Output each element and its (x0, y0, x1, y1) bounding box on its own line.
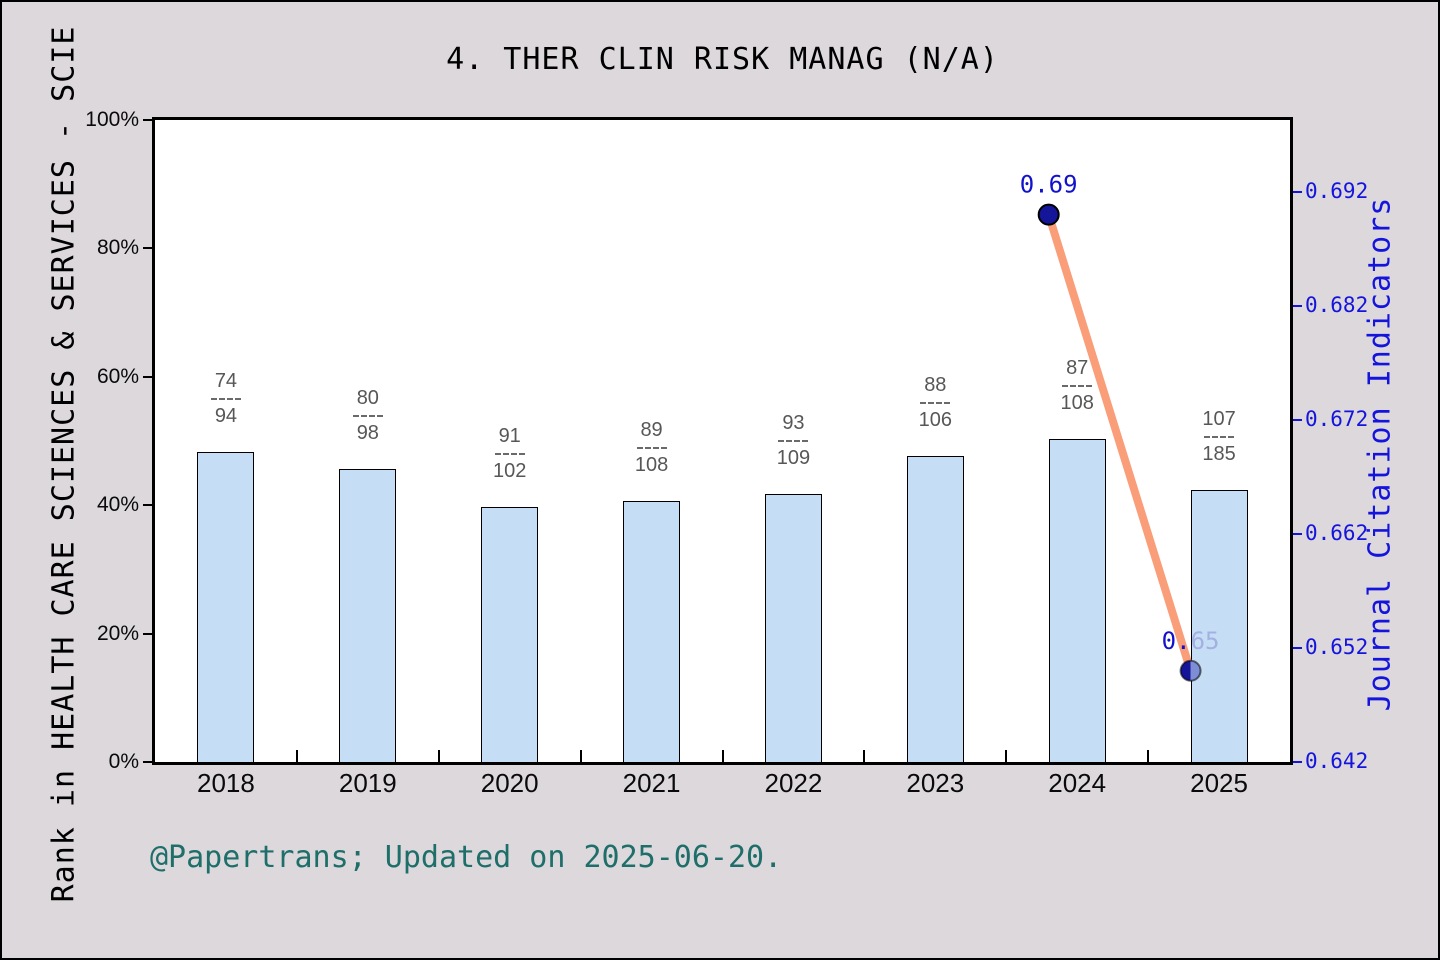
right-tick-mark (1293, 761, 1302, 763)
fraction-label-2021: 89 108 (607, 419, 697, 477)
jci-value-label-2024: 0.69 (1020, 171, 1078, 199)
bar-2021 (623, 501, 681, 762)
right-tick-mark (1293, 418, 1302, 421)
fraction-denominator: 98 (356, 422, 379, 444)
fraction-numerator: 93 (782, 412, 805, 434)
x-tick-label-2023: 2023 (906, 768, 965, 798)
x-tick-label-2018: 2018 (197, 768, 255, 798)
y-tick-label: 100% (85, 108, 139, 131)
fraction-numerator: 80 (356, 387, 379, 409)
right-tick-label: 0.662 (1305, 520, 1369, 545)
fraction-label-2019: 80 98 (323, 387, 413, 445)
fraction-denominator: 108 (1060, 392, 1094, 414)
y-tick-label: 80% (96, 236, 139, 260)
bar-2023 (906, 456, 964, 762)
x-minor-tick (579, 750, 582, 762)
bar-2022 (764, 494, 822, 762)
x-minor-tick (721, 750, 724, 762)
y-tick-label: 20% (96, 621, 139, 645)
fraction-divider (352, 415, 383, 417)
fraction-divider (636, 447, 667, 449)
jci-line (1044, 210, 1195, 675)
fraction-label-2024: 87 108 (1032, 357, 1122, 415)
fraction-denominator: 109 (776, 447, 811, 469)
jci-line-layer: 0.69 0.65 (1020, 171, 1220, 682)
chart-title: 4. THER CLIN RISK MANAG (N/A) (446, 42, 999, 77)
y-tick-mark (143, 761, 152, 763)
fraction-divider (778, 440, 809, 442)
fraction-numerator: 88 (924, 374, 947, 396)
right-tick-label: 0.672 (1305, 406, 1369, 431)
x-tick-label-2022: 2022 (764, 768, 823, 798)
fraction-label-2025: 107 185 (1174, 408, 1264, 466)
right-tick-mark (1293, 304, 1302, 307)
x-tick-label-2019: 2019 (338, 768, 397, 798)
x-minor-tick (1147, 750, 1150, 762)
fraction-divider (920, 402, 951, 404)
fraction-label-2022: 93 109 (748, 412, 838, 470)
fraction-numerator: 107 (1202, 408, 1236, 430)
right-tick-label: 0.642 (1305, 749, 1369, 773)
plot-area: 74 94 80 98 91 102 89 108 93 109 88 106 87 108 107 185 … (152, 117, 1293, 765)
y-tick-mark (143, 375, 152, 378)
x-minor-tick (1005, 750, 1008, 762)
right-tick-label: 0.652 (1305, 634, 1369, 659)
fraction-divider (1204, 436, 1235, 438)
y-tick-label: 40% (96, 493, 139, 517)
fraction-denominator: 102 (493, 460, 527, 482)
right-tick-mark (1293, 190, 1302, 193)
bar-2020 (481, 507, 539, 762)
fraction-numerator: 87 (1066, 357, 1089, 379)
fraction-label-2018: 74 94 (181, 370, 271, 428)
bar-2024 (1048, 439, 1106, 762)
y-tick-mark (143, 247, 152, 250)
jci-value-label-2025: 0.65 (1162, 627, 1220, 655)
x-tick-label-2021: 2021 (622, 768, 681, 798)
x-minor-tick (863, 750, 866, 762)
right-tick-label: 0.692 (1305, 178, 1369, 203)
jci-marker-2024 (1037, 203, 1060, 226)
fraction-denominator: 94 (214, 405, 238, 427)
right-tick-label: 0.682 (1305, 292, 1369, 317)
x-tick-label-2024: 2024 (1048, 768, 1107, 798)
y-tick-label: 60% (96, 364, 139, 388)
fraction-numerator: 89 (640, 419, 663, 441)
x-minor-tick (437, 750, 440, 762)
watermark-annotation: @Papertrans; Updated on 2025-06-20. (150, 840, 783, 875)
jci-marker-2025 (1179, 659, 1202, 682)
fraction-denominator: 106 (918, 409, 952, 431)
y-tick-mark (143, 119, 152, 121)
y-tick-mark (143, 504, 152, 507)
fraction-label-2020: 91 102 (465, 425, 555, 483)
fraction-divider (1062, 385, 1093, 387)
fraction-denominator: 108 (634, 454, 669, 476)
x-tick-label-2020: 2020 (480, 768, 539, 798)
x-tick-label-2025: 2025 (1190, 768, 1248, 798)
fraction-numerator: 91 (498, 425, 521, 447)
fraction-divider (210, 398, 241, 400)
fraction-denominator: 185 (1202, 443, 1236, 465)
y-tick-mark (143, 632, 152, 635)
y-tick-label: 0% (108, 750, 139, 773)
bar-2019 (339, 469, 397, 762)
bar-2018 (197, 452, 255, 762)
fraction-label-2023: 88 106 (890, 374, 980, 432)
fraction-numerator: 74 (214, 370, 238, 392)
right-tick-mark (1293, 532, 1302, 535)
right-tick-mark (1293, 646, 1302, 649)
fraction-divider (494, 453, 525, 455)
x-minor-tick (295, 750, 298, 762)
bar-2025 (1190, 490, 1248, 762)
